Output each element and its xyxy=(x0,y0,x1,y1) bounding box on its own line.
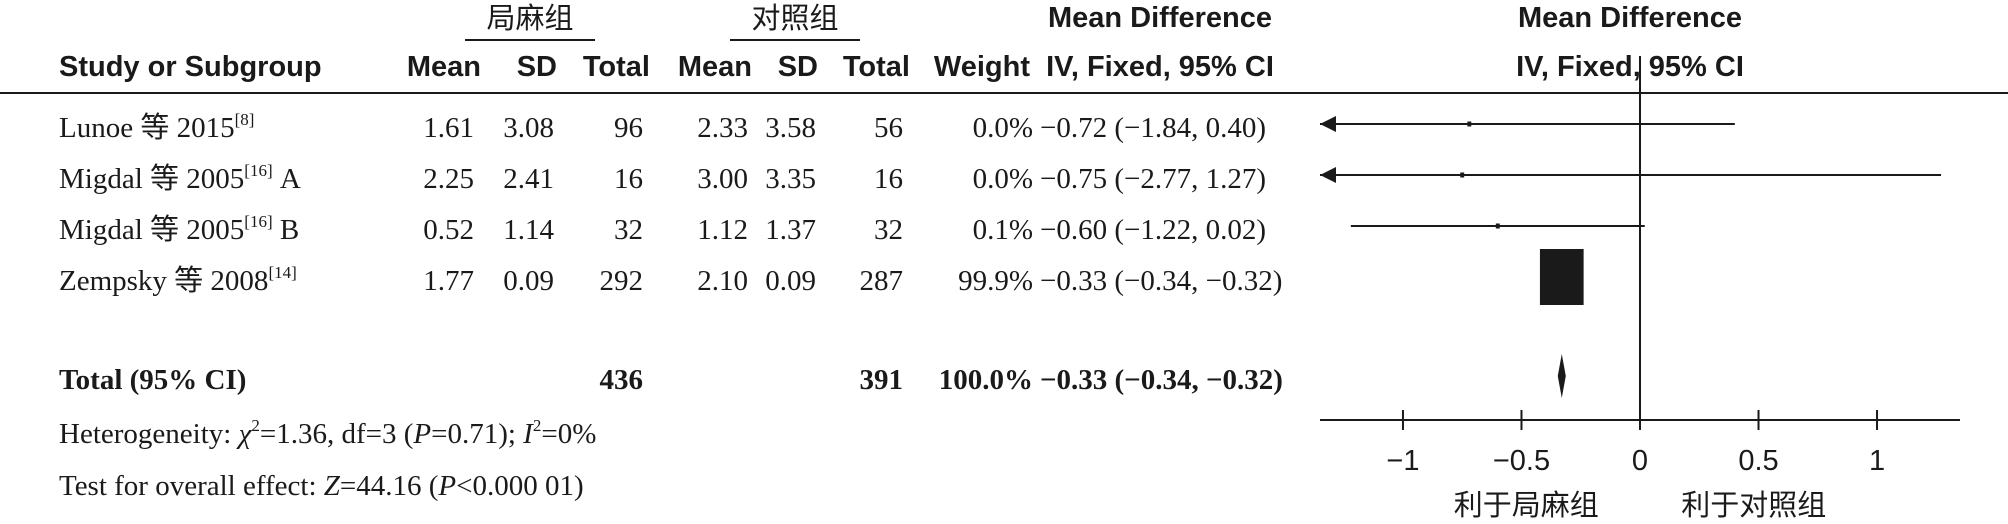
x-tick-label: 1 xyxy=(1869,445,1885,477)
study-reference: [16] xyxy=(244,212,273,231)
study-weight: 0.0% xyxy=(972,163,1033,195)
study-reference: [14] xyxy=(268,263,297,282)
study-total1: 292 xyxy=(599,265,644,297)
study-sd2: 0.09 xyxy=(765,265,816,297)
study-suffix: A xyxy=(272,163,301,195)
favours-right-label: 利于对照组 xyxy=(1681,489,1826,522)
chi-symbol: χ xyxy=(238,418,252,450)
total1-column-header: Total xyxy=(582,51,650,83)
study-name: Migdal 等 2005[16] A xyxy=(59,162,301,195)
x-tick-label: −0.5 xyxy=(1493,445,1550,477)
mean1-column-header: Mean xyxy=(406,51,481,83)
study-ci: −0.60 (−1.22, 0.02) xyxy=(1040,214,1267,246)
weight-square xyxy=(1539,249,1584,305)
overall-p-value: <0.000 01) xyxy=(456,470,584,502)
total-group2-n: 391 xyxy=(859,364,904,396)
study-total2: 56 xyxy=(874,112,903,144)
study-ci: −0.75 (−2.77, 1.27) xyxy=(1040,163,1267,195)
study-mean1: 2.25 xyxy=(423,163,474,195)
p-value: =0.71); xyxy=(431,418,524,450)
chi-superscript: 2 xyxy=(251,416,260,435)
ci-left-arrow xyxy=(1320,116,1336,132)
sd1-column-header: SD xyxy=(516,51,557,83)
study-suffix: B xyxy=(272,214,300,246)
md-title: Mean Difference xyxy=(1047,2,1272,34)
i-symbol: I xyxy=(523,418,533,450)
study-ci: −0.33 (−0.34, −0.32) xyxy=(1040,265,1283,297)
overall-prefix: Test for overall effect: xyxy=(59,470,324,502)
study-name-text: Migdal 等 2005 xyxy=(59,214,245,246)
x-tick-label: 0.5 xyxy=(1738,445,1778,477)
study-weight: 0.1% xyxy=(972,214,1033,246)
i-value: =0% xyxy=(541,418,597,450)
heterogeneity-line: Heterogeneity: χ2=1.36, df=3 (P=0.71); I… xyxy=(59,417,597,450)
study-sd2: 1.37 xyxy=(765,214,816,246)
study-mean1: 0.52 xyxy=(423,214,474,246)
p-symbol: P xyxy=(413,418,432,450)
study-total2: 287 xyxy=(859,265,904,297)
sd2-column-header: SD xyxy=(777,51,818,83)
study-sd1: 2.41 xyxy=(503,163,554,195)
study-mean2: 3.00 xyxy=(697,163,748,195)
study-total1: 32 xyxy=(614,214,643,246)
z-symbol: Z xyxy=(323,470,340,502)
i-superscript: 2 xyxy=(532,416,542,435)
plot-title: Mean Difference xyxy=(1517,2,1742,34)
study-total1: 96 xyxy=(614,112,643,144)
mean2-column-header: Mean xyxy=(677,51,752,83)
study-weight: 0.0% xyxy=(972,112,1033,144)
study-name: Lunoe 等 2015[8] xyxy=(59,111,254,144)
weight-square xyxy=(1467,121,1472,127)
study-name-text: Zempsky 等 2008 xyxy=(59,265,269,297)
pooled-diamond xyxy=(1557,354,1566,398)
group2-underline xyxy=(730,39,860,41)
study-reference: [16] xyxy=(244,161,273,180)
weight-square xyxy=(1495,223,1500,229)
study-mean1: 1.61 xyxy=(423,112,474,144)
heterogeneity-prefix: Heterogeneity: xyxy=(59,418,239,450)
study-mean2: 2.10 xyxy=(697,265,748,297)
study-mean1: 1.77 xyxy=(423,265,474,297)
z-value: =44.16 ( xyxy=(339,470,439,502)
study-total1: 16 xyxy=(614,163,643,195)
study-mean2: 2.33 xyxy=(697,112,748,144)
study-name: Migdal 等 2005[16] B xyxy=(59,213,300,246)
group1-underline xyxy=(465,39,595,41)
total-group1-n: 436 xyxy=(599,364,644,396)
plot-method: IV, Fixed, 95% CI xyxy=(1516,51,1744,83)
study-sd1: 3.08 xyxy=(503,112,554,144)
study-sd2: 3.35 xyxy=(765,163,816,195)
favours-left-label: 利于局麻组 xyxy=(1454,489,1599,522)
total-weight: 100.0% xyxy=(938,364,1033,396)
total2-column-header: Total xyxy=(842,51,910,83)
study-mean2: 1.12 xyxy=(697,214,748,246)
overall-effect-line: Test for overall effect: Z=44.16 (P<0.00… xyxy=(59,472,584,501)
weight-square xyxy=(1460,172,1465,178)
study-weight: 99.9% xyxy=(958,265,1033,297)
chi-value: =1.36, df=3 ( xyxy=(259,418,414,450)
study-sd1: 1.14 xyxy=(503,214,554,246)
study-name: Zempsky 等 2008[14] xyxy=(59,264,297,297)
study-name-text: Lunoe 等 2015 xyxy=(59,112,235,144)
weight-column-header: Weight xyxy=(933,51,1030,83)
group1-header: 局麻组 xyxy=(486,1,574,35)
overall-p-symbol: P xyxy=(438,470,457,502)
ci-left-arrow xyxy=(1320,167,1336,183)
group2-header: 对照组 xyxy=(751,1,839,35)
total-ci: −0.33 (−0.34, −0.32) xyxy=(1040,364,1283,396)
study-ci: −0.72 (−1.84, 0.40) xyxy=(1040,112,1267,144)
study-reference: [8] xyxy=(234,110,255,129)
x-tick-label: −1 xyxy=(1386,445,1419,477)
study-total2: 16 xyxy=(874,163,903,195)
x-tick-label: 0 xyxy=(1632,445,1648,477)
study-name-text: Migdal 等 2005 xyxy=(59,163,245,195)
md-method: IV, Fixed, 95% CI xyxy=(1046,51,1274,83)
study-sd1: 0.09 xyxy=(503,265,554,297)
study-total2: 32 xyxy=(874,214,903,246)
study-sd2: 3.58 xyxy=(765,112,816,144)
header-divider xyxy=(0,92,2008,94)
total-label: Total (95% CI) xyxy=(59,364,247,396)
study-column-header: Study or Subgroup xyxy=(59,51,322,83)
